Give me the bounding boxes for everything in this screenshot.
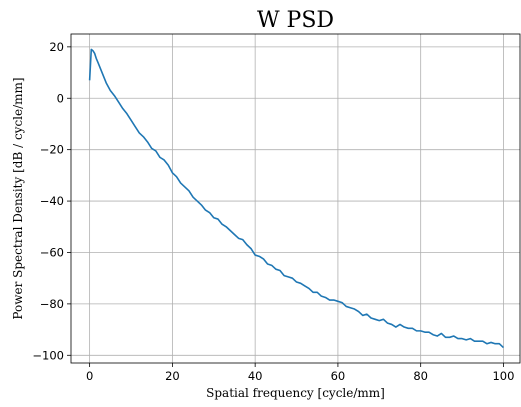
plot-frame — [70, 33, 521, 364]
x-tick-label: 80 — [413, 369, 428, 383]
x-axis-ticks: 0 20 40 60 80 100 — [86, 363, 514, 383]
y-tick-label: 20 — [49, 40, 64, 54]
x-tick-label: 60 — [331, 369, 346, 383]
chart-title: W PSD — [257, 8, 334, 33]
y-axis-label: Power Spectral Density [dB / cycle/mm] — [11, 77, 25, 319]
y-tick-label: 0 — [57, 91, 64, 105]
x-tick-label: 20 — [165, 369, 180, 383]
y-tick-label: −100 — [32, 348, 64, 362]
y-tick-label: −20 — [40, 143, 64, 157]
x-tick-label: 0 — [86, 369, 93, 383]
x-tick-label: 40 — [248, 369, 263, 383]
x-axis-label: Spatial frequency [cycle/mm] — [206, 386, 385, 400]
x-tick-label: 100 — [492, 369, 514, 383]
series-layer — [88, 48, 504, 349]
grid — [71, 34, 520, 363]
y-tick-label: −80 — [40, 297, 64, 311]
psd-series-line — [88, 48, 504, 349]
y-tick-label: −40 — [40, 194, 64, 208]
y-tick-label: −60 — [40, 245, 64, 259]
y-axis-ticks: 20 0 −20 −40 −60 −80 −100 — [32, 40, 71, 362]
